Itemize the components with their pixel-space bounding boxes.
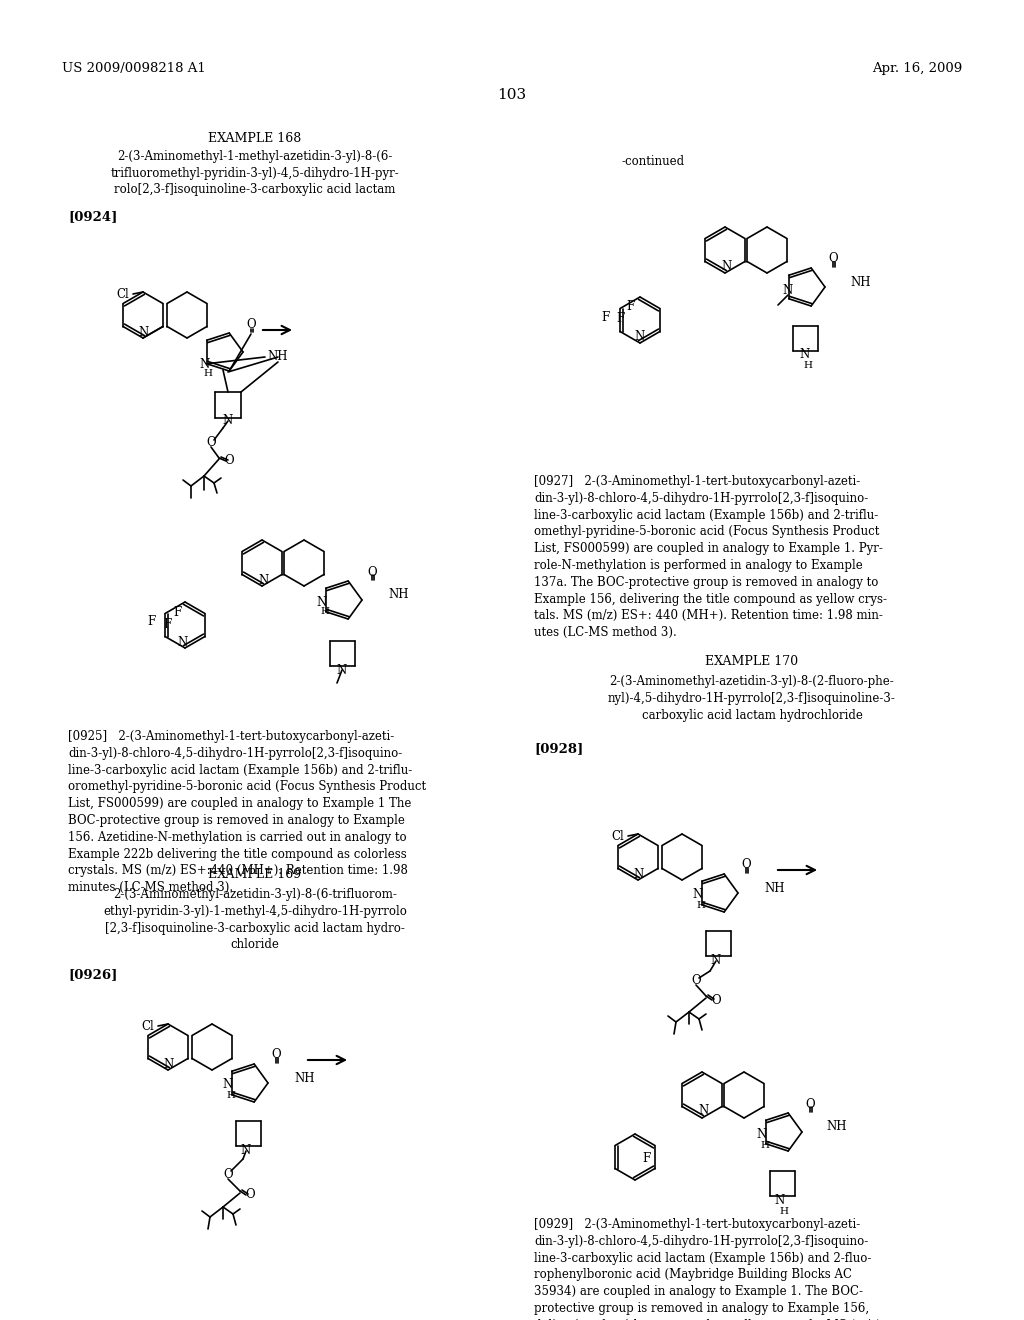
Text: NH: NH	[764, 882, 784, 895]
Text: Cl: Cl	[117, 288, 129, 301]
Text: N: N	[693, 888, 703, 902]
Text: N: N	[775, 1193, 785, 1206]
Text: [0925]   2-(3-Aminomethyl-1-tert-butoxycarbonyl-azeti-
din-3-yl)-8-chloro-4,5-di: [0925] 2-(3-Aminomethyl-1-tert-butoxycar…	[68, 730, 426, 894]
Text: N: N	[634, 867, 644, 880]
Text: EXAMPLE 170: EXAMPLE 170	[706, 655, 799, 668]
Text: NH: NH	[826, 1121, 847, 1134]
Text: F: F	[602, 312, 610, 323]
Text: N: N	[800, 348, 810, 362]
Text: NH: NH	[267, 351, 288, 363]
Text: O: O	[224, 454, 233, 467]
Text: H: H	[204, 370, 213, 379]
Text: Cl: Cl	[141, 1019, 154, 1032]
Text: 2-(3-Aminomethyl-1-methyl-azetidin-3-yl)-8-(6-
trifluoromethyl-pyridin-3-yl)-4,5: 2-(3-Aminomethyl-1-methyl-azetidin-3-yl)…	[111, 150, 399, 195]
Text: O: O	[246, 318, 256, 331]
Text: NH: NH	[388, 589, 409, 602]
Text: N: N	[698, 1105, 710, 1118]
Text: H: H	[696, 900, 706, 909]
Text: N: N	[139, 326, 150, 339]
Text: N: N	[757, 1129, 767, 1142]
Text: O: O	[368, 565, 377, 578]
Text: H: H	[779, 1206, 788, 1216]
Text: Apr. 16, 2009: Apr. 16, 2009	[871, 62, 962, 75]
Text: N: N	[259, 573, 269, 586]
Text: N: N	[722, 260, 732, 272]
Text: 2-(3-Aminomethyl-azetidin-3-yl)-8-(2-fluoro-phe-
nyl)-4,5-dihydro-1H-pyrrolo[2,3: 2-(3-Aminomethyl-azetidin-3-yl)-8-(2-flu…	[608, 675, 896, 722]
Text: EXAMPLE 168: EXAMPLE 168	[208, 132, 302, 145]
Text: -continued: -continued	[622, 154, 685, 168]
Text: O: O	[245, 1188, 255, 1201]
Text: N: N	[711, 954, 721, 968]
Text: N: N	[164, 1057, 174, 1071]
Text: H: H	[321, 607, 330, 616]
Text: F: F	[627, 301, 635, 314]
Text: O: O	[828, 252, 838, 265]
Text: [0928]: [0928]	[534, 742, 584, 755]
Text: N: N	[223, 414, 233, 428]
Text: O: O	[223, 1168, 232, 1181]
Text: N: N	[178, 635, 188, 648]
Text: EXAMPLE 169: EXAMPLE 169	[209, 869, 301, 880]
Text: N: N	[241, 1144, 251, 1158]
Text: [0929]   2-(3-Aminomethyl-1-tert-butoxycarbonyl-azeti-
din-3-yl)-8-chloro-4,5-di: [0929] 2-(3-Aminomethyl-1-tert-butoxycar…	[534, 1218, 881, 1320]
Text: N: N	[223, 1078, 233, 1092]
Text: O: O	[805, 1097, 815, 1110]
Text: NH: NH	[294, 1072, 314, 1085]
Text: H: H	[761, 1140, 769, 1150]
Text: O: O	[741, 858, 751, 871]
Text: 103: 103	[498, 88, 526, 102]
Text: O: O	[271, 1048, 281, 1061]
Text: N: N	[337, 664, 347, 676]
Text: H: H	[804, 362, 812, 371]
Text: F: F	[147, 615, 156, 628]
Text: F: F	[173, 606, 181, 619]
Text: N: N	[635, 330, 645, 342]
Text: NH: NH	[850, 276, 870, 289]
Text: N: N	[783, 284, 794, 297]
Text: [0926]: [0926]	[68, 968, 118, 981]
Text: O: O	[712, 994, 721, 1006]
Text: O: O	[691, 974, 700, 987]
Text: F: F	[616, 313, 625, 326]
Text: N: N	[200, 359, 210, 371]
Text: Cl: Cl	[611, 829, 624, 842]
Text: F: F	[643, 1152, 651, 1166]
Text: H: H	[226, 1090, 236, 1100]
Text: [0924]: [0924]	[68, 210, 118, 223]
Text: US 2009/0098218 A1: US 2009/0098218 A1	[62, 62, 206, 75]
Text: F: F	[163, 618, 171, 631]
Text: [0927]   2-(3-Aminomethyl-1-tert-butoxycarbonyl-azeti-
din-3-yl)-8-chloro-4,5-di: [0927] 2-(3-Aminomethyl-1-tert-butoxycar…	[534, 475, 887, 639]
Text: N: N	[316, 597, 327, 610]
Text: 2-(3-Aminomethyl-azetidin-3-yl)-8-(6-trifluorom-
ethyl-pyridin-3-yl)-1-methyl-4,: 2-(3-Aminomethyl-azetidin-3-yl)-8-(6-tri…	[103, 888, 407, 952]
Text: O: O	[206, 437, 216, 450]
